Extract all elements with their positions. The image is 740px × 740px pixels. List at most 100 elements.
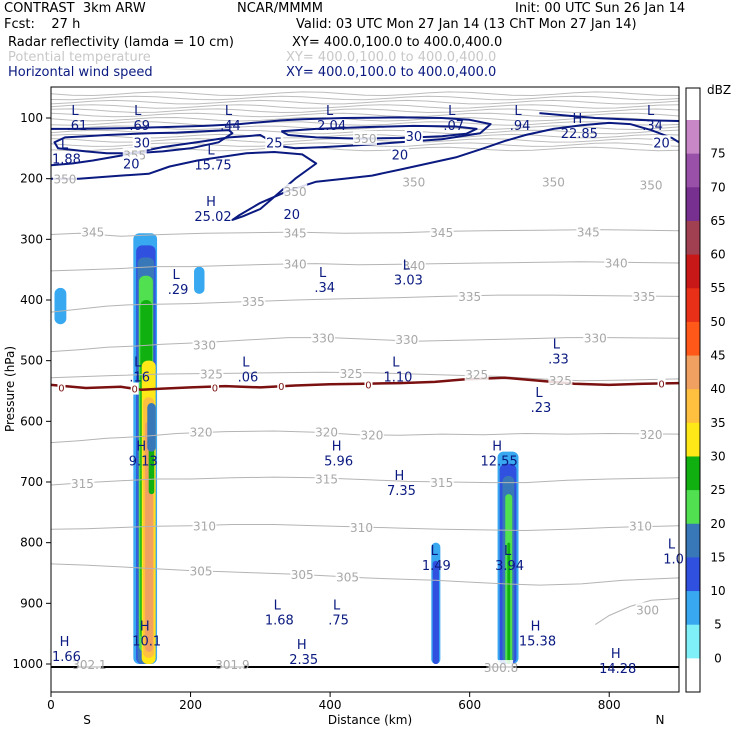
x-tick-label: 0	[47, 698, 55, 712]
theta-contour-325	[51, 371, 679, 382]
extremum-H: H	[332, 439, 342, 454]
wind-label: 20	[123, 158, 140, 173]
theta-label: 330	[193, 338, 216, 352]
colorbar-segment	[686, 658, 700, 693]
theta-label-bg	[394, 331, 419, 346]
extremum-L: L	[553, 338, 561, 353]
theta-label: 340	[605, 256, 628, 270]
theta-label-bg	[314, 424, 339, 439]
theta-label-bg	[70, 476, 95, 491]
theta-label-bg	[241, 294, 266, 309]
theta-label-bg	[220, 657, 245, 671]
extremum-value: .34	[642, 119, 663, 134]
extremum-H: H	[611, 647, 621, 662]
reflectivity-cell-mid	[432, 560, 439, 664]
field-reflectivity-xy: XY= 400.0,100.0 to 400.0,400.0	[292, 35, 503, 50]
y-tick-label: 1000	[12, 657, 43, 671]
extremum-L: L	[134, 104, 142, 119]
theta-label: 350	[402, 176, 425, 190]
wind-contour-30	[53, 129, 234, 155]
colorbar-tick-label: 35	[710, 416, 725, 430]
colorbar-tick-label: 30	[710, 449, 725, 463]
extremum-value: 22.85	[561, 127, 598, 142]
colorbar-segment	[686, 389, 700, 424]
theta-label-bg	[314, 471, 339, 486]
colorbar-segment	[686, 557, 700, 592]
extremum-H: H	[297, 638, 307, 653]
theta-contour-330	[51, 337, 679, 353]
zero-label-bg	[364, 378, 373, 391]
extremum-value: .69	[129, 119, 150, 134]
extremum-value: 10.1	[132, 635, 161, 650]
colorbar-segment	[686, 153, 700, 188]
wind-label: 25	[266, 136, 283, 151]
zero-label: 0	[58, 383, 64, 394]
axis-end-north: N	[656, 713, 665, 727]
theta-label: 305	[336, 571, 359, 585]
theta-label-bg	[192, 518, 217, 533]
theta-label-bg	[401, 257, 426, 272]
colorbar-segment	[686, 456, 700, 491]
theta-label-bg	[635, 602, 660, 617]
extremum-value: 3.03	[394, 274, 423, 289]
theta-contour-upper	[51, 146, 679, 152]
theta-contour-310	[51, 524, 679, 532]
extremum-H: H	[60, 635, 70, 650]
theta-label: 330	[312, 332, 335, 346]
colorbar-tick-label: 75	[710, 147, 725, 161]
extremum-value: 1.88	[52, 152, 81, 167]
theta-contour-upper	[51, 121, 679, 126]
extremum-value: 1.0	[663, 553, 684, 568]
theta-label-bg	[335, 569, 360, 584]
extremum-value: 7.35	[387, 484, 416, 499]
axis-end-south: S	[83, 713, 91, 727]
zero-label-bg	[277, 380, 286, 393]
wind-contour-25	[51, 116, 492, 167]
extremum-value: .16	[129, 371, 150, 386]
colorbar-tick-label: 10	[710, 584, 725, 598]
extremum-value: .75	[328, 613, 349, 628]
theta-label: 301.9	[215, 658, 249, 672]
wind-label-bg	[132, 135, 151, 150]
extremum-L: L	[134, 356, 142, 371]
zero-label-bg	[210, 381, 219, 394]
x-axis-label: Distance (km)	[328, 713, 412, 727]
extrema-labels: L.61L.69L.44L2.04L.07L.94L.34L1.88L15.75…	[52, 104, 684, 677]
extremum-value: 1.49	[422, 559, 451, 574]
extremum-L: L	[448, 104, 456, 119]
theta-label: 345	[430, 226, 453, 240]
extremum-value: 14.28	[599, 662, 636, 677]
wind-label-bg	[282, 206, 301, 221]
colorbar-tick-label: 45	[710, 349, 725, 363]
extremum-L: L	[403, 259, 411, 274]
wind-label: 30	[133, 136, 150, 151]
theta-label-bg	[548, 373, 573, 388]
extremum-value: 3.94	[495, 559, 524, 574]
theta-label-bg	[80, 224, 105, 239]
wind-label: 20	[283, 208, 300, 223]
y-tick-label: 700	[20, 475, 43, 489]
extremum-H: H	[136, 439, 146, 454]
theta-label: 335	[242, 295, 265, 309]
extremum-value: 15.38	[519, 635, 556, 650]
colorbar-tick-label: 25	[710, 483, 725, 497]
y-tick-label: 300	[20, 232, 43, 246]
colorbar-tick-label: 70	[710, 180, 725, 194]
extremum-value: .61	[67, 119, 88, 134]
wind-label: 20	[653, 136, 670, 151]
reflectivity-layer	[54, 233, 519, 664]
wind-contours	[51, 112, 679, 221]
header-init: Init: 00 UTC Sun 26 Jan 14	[515, 1, 686, 16]
theta-label: 350	[640, 179, 663, 193]
extremum-L: L	[514, 104, 522, 119]
header-fcst: Fcst: 27 h	[4, 17, 81, 32]
zero-label-bg	[57, 381, 66, 394]
colorbar-tick-label: 20	[710, 517, 725, 531]
theta-label: 315	[315, 472, 338, 486]
theta-label: 325	[340, 367, 363, 381]
colorbar-tick-label: 55	[710, 281, 725, 295]
theta-label-bg	[628, 518, 653, 533]
colorbar-segment	[686, 254, 700, 289]
colorbar-tick-label: 15	[710, 550, 725, 564]
